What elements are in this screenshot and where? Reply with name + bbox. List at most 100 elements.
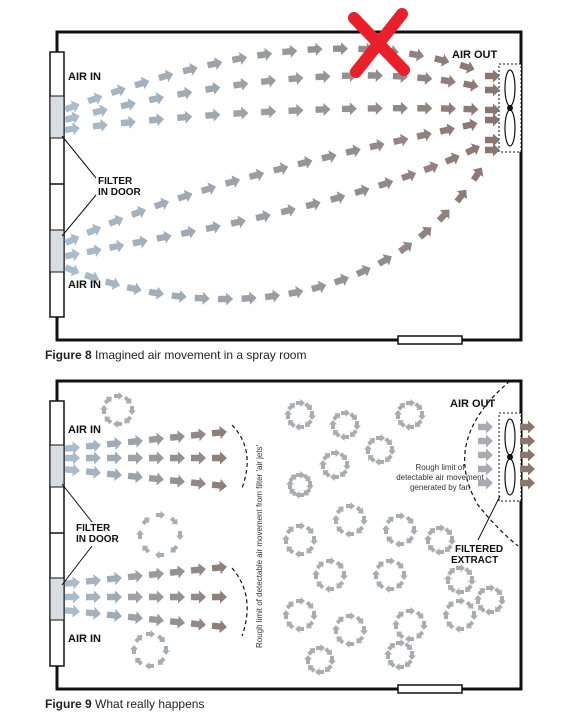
- fan-limit-line3: generated by fan: [410, 483, 470, 492]
- swirl-arrow: [304, 655, 312, 664]
- swirl-arrow: [375, 458, 384, 466]
- figure-8: AIR IN AIR IN AIR OUT FILTER IN DOOR: [49, 8, 523, 345]
- air-arrow: [86, 451, 101, 465]
- air-arrow: [438, 121, 457, 138]
- air-arrow: [478, 420, 493, 434]
- air-arrow: [64, 603, 81, 619]
- filter-label-line1-8: FILTER: [98, 176, 133, 187]
- air-arrow: [231, 50, 249, 67]
- swirl-arrow: [346, 612, 355, 620]
- air-arrow: [485, 83, 500, 97]
- air-arrow: [451, 185, 472, 206]
- swirl-arrow: [334, 503, 347, 516]
- swirl-arrow: [442, 610, 450, 619]
- air-arrow: [85, 573, 102, 588]
- swirl-arrow: [332, 625, 340, 634]
- air-arrow: [416, 71, 433, 86]
- filter-bottom-8: [49, 229, 65, 273]
- swirl-arrow: [122, 394, 135, 407]
- swirl-arrow: [128, 406, 136, 415]
- air-arrow: [332, 271, 352, 289]
- swirl-arrow: [154, 655, 167, 668]
- air-arrow: [211, 478, 228, 493]
- swirl-arrow: [406, 399, 415, 407]
- swirl-arrow: [485, 608, 494, 616]
- air-arrow: [106, 212, 126, 230]
- air-arrow: [181, 61, 200, 78]
- air-arrow: [148, 285, 165, 301]
- air-arrow: [127, 469, 144, 484]
- air-arrow: [170, 590, 185, 604]
- swirl-arrow: [133, 632, 146, 645]
- swirl-arrow: [156, 511, 165, 519]
- swirl-arrow: [470, 611, 478, 620]
- fan-limit-line2: detectable air movement: [396, 473, 484, 482]
- swirl-arrow: [316, 644, 325, 652]
- air-arrow: [148, 431, 165, 447]
- swirl-arrow: [286, 480, 294, 489]
- swirl-arrow: [314, 558, 327, 571]
- swirl-arrow: [146, 630, 155, 638]
- air-in-top-label-8: AIR IN: [68, 71, 101, 83]
- air-arrow: [128, 590, 143, 604]
- air-arrow: [256, 47, 274, 63]
- air-arrow: [86, 590, 101, 604]
- filter-top-9: [49, 444, 65, 488]
- swirl-arrow: [360, 516, 368, 525]
- swirl-arrow: [405, 635, 414, 643]
- jet-limit-curve-bottom: [231, 567, 248, 637]
- swirl-arrow: [295, 423, 304, 431]
- air-arrow: [485, 103, 500, 117]
- swirl-arrow: [313, 578, 326, 591]
- swirl-arrow: [283, 543, 296, 556]
- air-arrow: [176, 110, 193, 125]
- air-arrow: [204, 219, 223, 236]
- swirl-arrow: [403, 534, 416, 547]
- swirl-arrow: [436, 524, 445, 532]
- air-arrow: [392, 101, 408, 115]
- swirl-arrow: [136, 530, 144, 539]
- air-arrow: [422, 158, 441, 177]
- air-arrow: [85, 242, 103, 259]
- filter-label-line2-9: IN DOOR: [76, 534, 120, 545]
- swirl-arrow: [435, 548, 444, 556]
- air-arrow: [368, 137, 387, 154]
- air-arrow: [106, 571, 123, 586]
- swirl-arrow: [331, 449, 340, 457]
- swirl-arrow: [114, 392, 123, 400]
- air-arrow: [64, 575, 81, 591]
- air-arrow: [296, 154, 315, 171]
- air-arrow: [260, 73, 277, 89]
- swirl-arrow: [296, 522, 305, 530]
- air-arrow: [288, 71, 304, 86]
- swirl-arrow: [414, 609, 427, 622]
- swirl-arrow: [396, 639, 405, 647]
- air-arrow: [91, 102, 110, 120]
- air-arrow: [169, 564, 186, 580]
- air-arrow: [367, 68, 383, 83]
- swirl-arrow: [304, 524, 317, 537]
- swirl-arrow: [498, 596, 506, 605]
- swirl-arrow: [341, 409, 350, 417]
- swirl-arrow: [464, 599, 477, 612]
- air-arrow: [211, 425, 228, 440]
- air-arrow: [433, 52, 451, 69]
- swirl-arrow: [130, 645, 138, 654]
- air-out-label-8: AIR OUT: [452, 49, 498, 61]
- swirl-arrow: [113, 420, 122, 428]
- air-arrow: [148, 566, 165, 582]
- swirl-arrow: [345, 530, 354, 538]
- air-arrow: [65, 451, 80, 465]
- air-arrow: [415, 222, 436, 243]
- swirl-arrow: [155, 551, 164, 559]
- air-arrow: [191, 590, 206, 604]
- swirl-arrow: [393, 579, 406, 592]
- air-arrow: [149, 590, 164, 604]
- swirl-arrow: [167, 543, 180, 556]
- swirl-arrow: [296, 399, 305, 407]
- fan-limit-curve: [464, 380, 519, 547]
- air-arrow: [341, 102, 358, 116]
- swirl-arrow: [296, 471, 305, 479]
- air-arrow: [119, 96, 138, 113]
- swirl-arrow: [333, 579, 346, 592]
